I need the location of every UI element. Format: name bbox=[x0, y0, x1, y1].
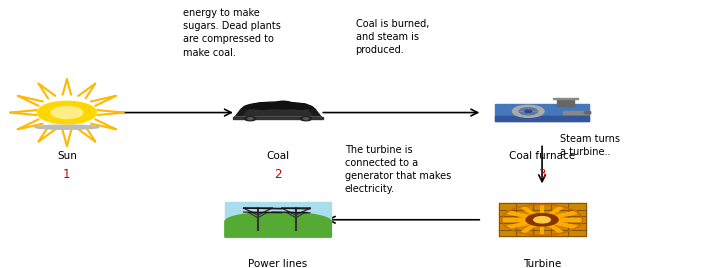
Text: Turbine: Turbine bbox=[523, 259, 561, 268]
Circle shape bbox=[293, 103, 308, 109]
Circle shape bbox=[584, 111, 591, 114]
Polygon shape bbox=[244, 110, 313, 116]
Circle shape bbox=[54, 108, 80, 117]
Circle shape bbox=[46, 105, 87, 120]
Circle shape bbox=[37, 101, 96, 124]
Circle shape bbox=[525, 110, 532, 113]
Circle shape bbox=[273, 101, 293, 109]
Text: Sun: Sun bbox=[57, 151, 77, 161]
Text: 2: 2 bbox=[275, 168, 282, 181]
Circle shape bbox=[51, 107, 82, 118]
Circle shape bbox=[65, 112, 68, 113]
Circle shape bbox=[64, 111, 70, 114]
Ellipse shape bbox=[34, 125, 99, 129]
FancyBboxPatch shape bbox=[496, 116, 589, 121]
Circle shape bbox=[39, 102, 95, 123]
Circle shape bbox=[38, 102, 96, 124]
FancyBboxPatch shape bbox=[557, 99, 574, 106]
FancyBboxPatch shape bbox=[553, 98, 577, 99]
Circle shape bbox=[53, 107, 81, 118]
Circle shape bbox=[44, 104, 90, 121]
Circle shape bbox=[254, 103, 272, 109]
Text: Steam turns
a turbine..: Steam turns a turbine.. bbox=[560, 134, 620, 157]
Circle shape bbox=[59, 110, 75, 116]
FancyBboxPatch shape bbox=[225, 202, 332, 237]
Text: Coal furnace: Coal furnace bbox=[509, 151, 575, 161]
Text: 1: 1 bbox=[63, 168, 70, 181]
Circle shape bbox=[40, 102, 94, 123]
Circle shape bbox=[56, 109, 77, 117]
Circle shape bbox=[45, 104, 89, 121]
Circle shape bbox=[248, 118, 253, 120]
Polygon shape bbox=[235, 109, 321, 117]
Circle shape bbox=[526, 214, 558, 226]
Text: Coal: Coal bbox=[267, 151, 289, 161]
Text: Coal is burned,
and steam is
produced.: Coal is burned, and steam is produced. bbox=[356, 19, 429, 55]
Text: Power lines: Power lines bbox=[249, 259, 308, 268]
Circle shape bbox=[50, 106, 84, 119]
Circle shape bbox=[61, 110, 73, 115]
Circle shape bbox=[42, 103, 92, 122]
Polygon shape bbox=[225, 212, 332, 237]
Text: 3: 3 bbox=[539, 168, 546, 181]
Circle shape bbox=[245, 117, 256, 121]
Circle shape bbox=[513, 105, 544, 117]
Circle shape bbox=[51, 107, 82, 118]
Circle shape bbox=[519, 108, 537, 115]
Polygon shape bbox=[243, 102, 313, 109]
FancyBboxPatch shape bbox=[234, 117, 322, 119]
Circle shape bbox=[62, 111, 72, 114]
Circle shape bbox=[303, 118, 308, 120]
FancyBboxPatch shape bbox=[496, 105, 589, 121]
Circle shape bbox=[48, 105, 86, 120]
Circle shape bbox=[58, 109, 76, 116]
FancyBboxPatch shape bbox=[498, 203, 586, 236]
FancyBboxPatch shape bbox=[562, 111, 590, 114]
Circle shape bbox=[301, 117, 311, 121]
Text: The turbine is
connected to a
generator that makes
electricity.: The turbine is connected to a generator … bbox=[345, 145, 451, 194]
Circle shape bbox=[534, 217, 551, 223]
Text: energy to make
sugars. Dead plants
are compressed to
make coal.: energy to make sugars. Dead plants are c… bbox=[183, 8, 281, 58]
